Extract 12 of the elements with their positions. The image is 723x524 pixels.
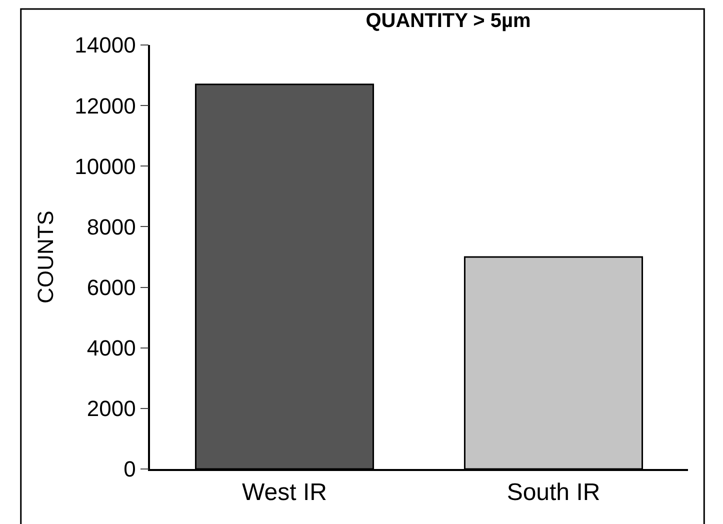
y-tick-label: 12000 [74, 93, 136, 118]
y-tick-label: 10000 [74, 154, 136, 179]
y-tick-label: 2000 [86, 396, 136, 422]
x-tick-label: West IR [242, 478, 327, 506]
y-tick-label: 0 [124, 456, 136, 482]
y-tick-label: 8000 [86, 214, 136, 240]
chart-title: QUANTITY > 5µm [366, 10, 531, 32]
y-axis-title: COUNTS [32, 210, 58, 304]
y-tick-label: 4000 [86, 336, 136, 361]
x-tick-label: South IR [506, 478, 600, 506]
y-tick-label: 14000 [74, 32, 136, 58]
y-tick-label: 6000 [86, 274, 136, 300]
